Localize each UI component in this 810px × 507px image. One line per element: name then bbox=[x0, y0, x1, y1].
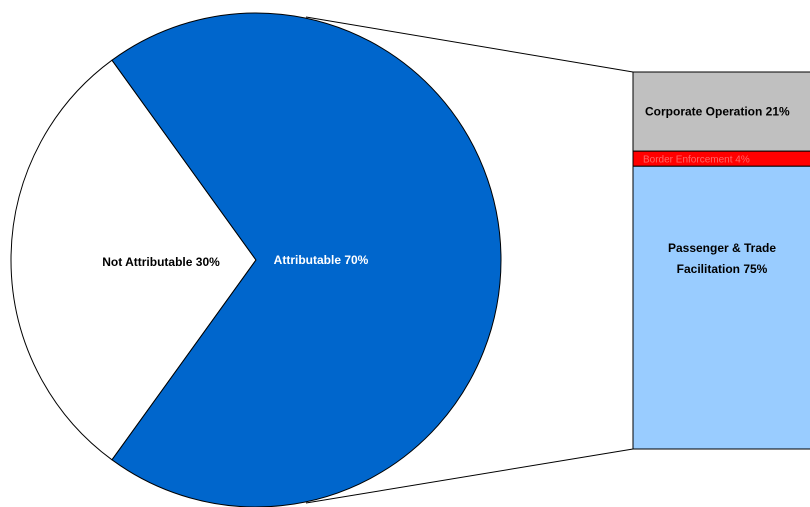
bar-label-passenger-trade-line1: Passenger & Trade bbox=[668, 241, 776, 255]
bar-label-corporate-operation: Corporate Operation 21% bbox=[645, 105, 790, 119]
pie-slice-not-attributable bbox=[10, 59, 257, 461]
connector-top bbox=[305, 16, 634, 73]
bar-label-border-enforcement: Border Enforcement 4% bbox=[643, 155, 750, 166]
bar-segment-passenger-trade bbox=[632, 165, 810, 450]
connector-lines bbox=[305, 16, 634, 504]
bar-label-passenger-trade-line2: Facilitation 75% bbox=[677, 262, 768, 276]
stacked-bar bbox=[632, 71, 810, 450]
pie-label-not-attributable: Not Attributable 30% bbox=[102, 255, 220, 269]
pie bbox=[10, 12, 502, 507]
pie-label-attributable: Attributable 70% bbox=[274, 253, 369, 267]
connector-bottom bbox=[305, 448, 634, 504]
bar-segment-corporate-operation bbox=[632, 71, 810, 152]
